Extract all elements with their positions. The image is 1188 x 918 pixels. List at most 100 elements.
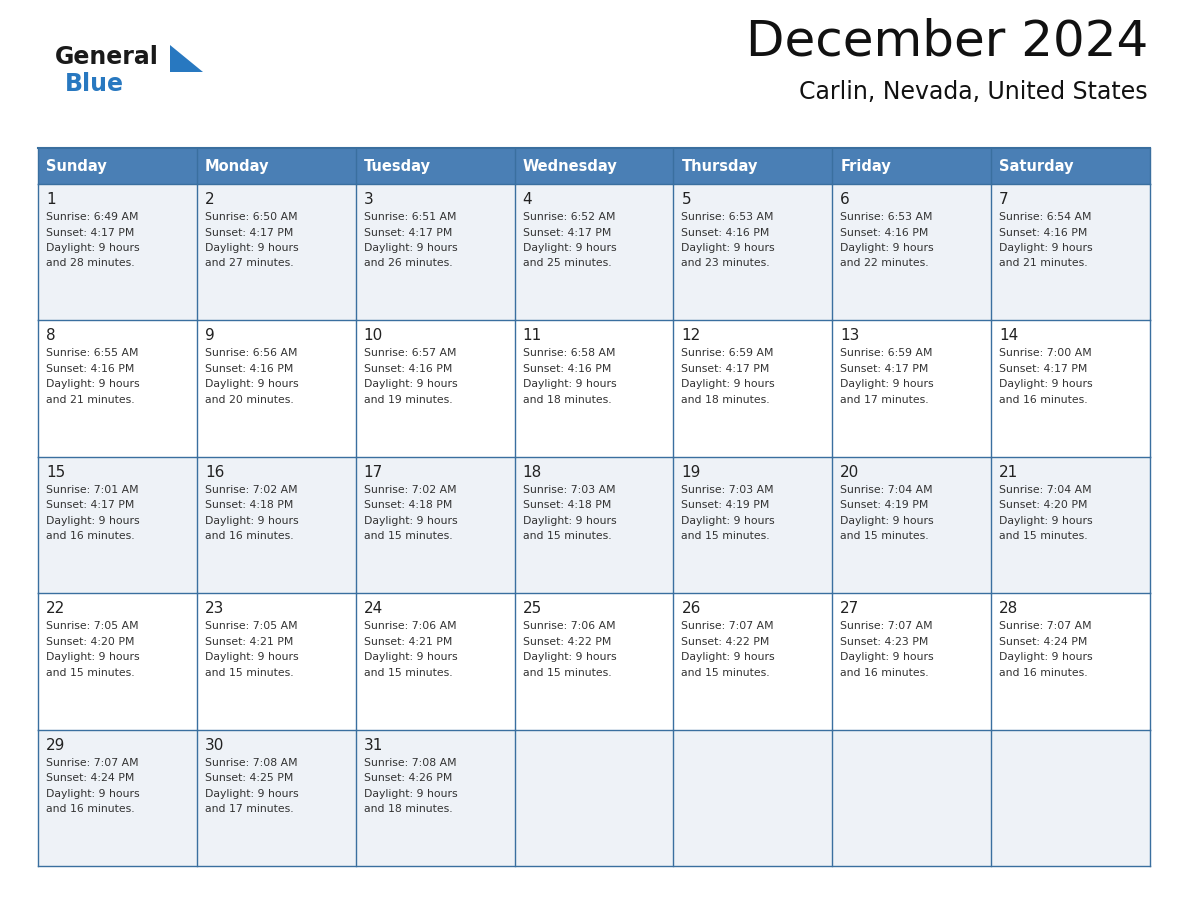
Text: 29: 29	[46, 737, 65, 753]
Text: 17: 17	[364, 465, 383, 480]
Text: Sunrise: 7:04 AM: Sunrise: 7:04 AM	[840, 485, 933, 495]
Text: Daylight: 9 hours: Daylight: 9 hours	[682, 379, 775, 389]
Text: and 25 minutes.: and 25 minutes.	[523, 259, 611, 268]
Text: Sunset: 4:16 PM: Sunset: 4:16 PM	[999, 228, 1087, 238]
Bar	[514, 184, 674, 320]
Bar	[833, 184, 991, 320]
Text: Sunrise: 7:08 AM: Sunrise: 7:08 AM	[204, 757, 297, 767]
Bar	[991, 457, 1150, 593]
Text: Sunset: 4:17 PM: Sunset: 4:17 PM	[840, 364, 929, 374]
Text: and 15 minutes.: and 15 minutes.	[46, 667, 134, 677]
Text: Sunrise: 6:51 AM: Sunrise: 6:51 AM	[364, 212, 456, 222]
Text: Sunrise: 7:06 AM: Sunrise: 7:06 AM	[364, 621, 456, 632]
Text: 16: 16	[204, 465, 225, 480]
Text: and 21 minutes.: and 21 minutes.	[999, 259, 1088, 268]
Text: 2: 2	[204, 192, 215, 207]
Text: Sunset: 4:20 PM: Sunset: 4:20 PM	[999, 500, 1088, 510]
Text: and 28 minutes.: and 28 minutes.	[46, 259, 134, 268]
Text: Sunrise: 7:05 AM: Sunrise: 7:05 AM	[46, 621, 139, 632]
Text: Sunrise: 7:03 AM: Sunrise: 7:03 AM	[523, 485, 615, 495]
Text: Carlin, Nevada, United States: Carlin, Nevada, United States	[800, 80, 1148, 104]
Text: 1: 1	[46, 192, 56, 207]
Text: Sunrise: 7:03 AM: Sunrise: 7:03 AM	[682, 485, 775, 495]
Text: Daylight: 9 hours: Daylight: 9 hours	[364, 516, 457, 526]
Text: and 16 minutes.: and 16 minutes.	[204, 532, 293, 542]
Text: Sunrise: 7:02 AM: Sunrise: 7:02 AM	[204, 485, 297, 495]
Text: Sunset: 4:17 PM: Sunset: 4:17 PM	[999, 364, 1087, 374]
Text: Daylight: 9 hours: Daylight: 9 hours	[682, 652, 775, 662]
Text: Sunrise: 6:49 AM: Sunrise: 6:49 AM	[46, 212, 139, 222]
Text: Sunset: 4:26 PM: Sunset: 4:26 PM	[364, 773, 453, 783]
Text: Sunset: 4:16 PM: Sunset: 4:16 PM	[204, 364, 293, 374]
Text: Daylight: 9 hours: Daylight: 9 hours	[840, 652, 934, 662]
Text: Sunrise: 6:53 AM: Sunrise: 6:53 AM	[682, 212, 773, 222]
Text: Daylight: 9 hours: Daylight: 9 hours	[840, 516, 934, 526]
Text: Sunset: 4:19 PM: Sunset: 4:19 PM	[840, 500, 929, 510]
Text: and 15 minutes.: and 15 minutes.	[682, 532, 770, 542]
Text: 5: 5	[682, 192, 691, 207]
Text: Sunrise: 7:07 AM: Sunrise: 7:07 AM	[682, 621, 775, 632]
Bar	[674, 593, 833, 730]
Bar	[674, 730, 833, 866]
Text: and 18 minutes.: and 18 minutes.	[682, 395, 770, 405]
Text: Sunrise: 7:07 AM: Sunrise: 7:07 AM	[46, 757, 139, 767]
Text: and 16 minutes.: and 16 minutes.	[840, 667, 929, 677]
Text: Daylight: 9 hours: Daylight: 9 hours	[682, 516, 775, 526]
Text: 24: 24	[364, 601, 383, 616]
Text: Daylight: 9 hours: Daylight: 9 hours	[999, 652, 1093, 662]
Text: and 15 minutes.: and 15 minutes.	[999, 532, 1088, 542]
Bar	[991, 593, 1150, 730]
Text: Sunset: 4:24 PM: Sunset: 4:24 PM	[46, 773, 134, 783]
Text: and 27 minutes.: and 27 minutes.	[204, 259, 293, 268]
Text: Sunrise: 6:56 AM: Sunrise: 6:56 AM	[204, 349, 297, 358]
Text: and 15 minutes.: and 15 minutes.	[523, 532, 611, 542]
Text: and 15 minutes.: and 15 minutes.	[840, 532, 929, 542]
Bar	[991, 184, 1150, 320]
Text: 11: 11	[523, 329, 542, 343]
Text: Daylight: 9 hours: Daylight: 9 hours	[840, 243, 934, 253]
Bar	[355, 184, 514, 320]
Text: Sunrise: 6:57 AM: Sunrise: 6:57 AM	[364, 349, 456, 358]
Text: Sunset: 4:22 PM: Sunset: 4:22 PM	[523, 637, 611, 646]
Text: Daylight: 9 hours: Daylight: 9 hours	[364, 652, 457, 662]
Text: Daylight: 9 hours: Daylight: 9 hours	[523, 652, 617, 662]
Bar	[38, 730, 197, 866]
Text: Daylight: 9 hours: Daylight: 9 hours	[204, 379, 298, 389]
Text: 22: 22	[46, 601, 65, 616]
Text: Sunrise: 7:06 AM: Sunrise: 7:06 AM	[523, 621, 615, 632]
Text: Sunset: 4:20 PM: Sunset: 4:20 PM	[46, 637, 134, 646]
Bar	[355, 320, 514, 457]
Text: Sunrise: 6:52 AM: Sunrise: 6:52 AM	[523, 212, 615, 222]
Text: Daylight: 9 hours: Daylight: 9 hours	[204, 789, 298, 799]
Text: Thursday: Thursday	[682, 159, 758, 174]
Text: Tuesday: Tuesday	[364, 159, 431, 174]
Text: 15: 15	[46, 465, 65, 480]
Text: 27: 27	[840, 601, 860, 616]
Text: Sunset: 4:17 PM: Sunset: 4:17 PM	[523, 228, 611, 238]
Bar	[355, 457, 514, 593]
Text: and 16 minutes.: and 16 minutes.	[46, 532, 134, 542]
Bar	[38, 184, 197, 320]
Text: December 2024: December 2024	[746, 18, 1148, 66]
Text: 18: 18	[523, 465, 542, 480]
Text: Sunset: 4:25 PM: Sunset: 4:25 PM	[204, 773, 293, 783]
Text: Sunset: 4:18 PM: Sunset: 4:18 PM	[204, 500, 293, 510]
Bar	[514, 730, 674, 866]
Text: Sunrise: 7:07 AM: Sunrise: 7:07 AM	[999, 621, 1092, 632]
Bar	[197, 320, 355, 457]
Text: 23: 23	[204, 601, 225, 616]
Text: 13: 13	[840, 329, 860, 343]
Text: Daylight: 9 hours: Daylight: 9 hours	[46, 652, 140, 662]
Text: and 22 minutes.: and 22 minutes.	[840, 259, 929, 268]
Text: Daylight: 9 hours: Daylight: 9 hours	[46, 516, 140, 526]
Text: Sunrise: 7:04 AM: Sunrise: 7:04 AM	[999, 485, 1092, 495]
Text: Sunset: 4:19 PM: Sunset: 4:19 PM	[682, 500, 770, 510]
Bar	[514, 457, 674, 593]
Text: 12: 12	[682, 329, 701, 343]
Text: Daylight: 9 hours: Daylight: 9 hours	[204, 243, 298, 253]
Text: Sunset: 4:17 PM: Sunset: 4:17 PM	[204, 228, 293, 238]
Text: Sunset: 4:22 PM: Sunset: 4:22 PM	[682, 637, 770, 646]
Text: Daylight: 9 hours: Daylight: 9 hours	[523, 379, 617, 389]
Text: Sunset: 4:16 PM: Sunset: 4:16 PM	[523, 364, 611, 374]
Bar	[674, 148, 833, 184]
